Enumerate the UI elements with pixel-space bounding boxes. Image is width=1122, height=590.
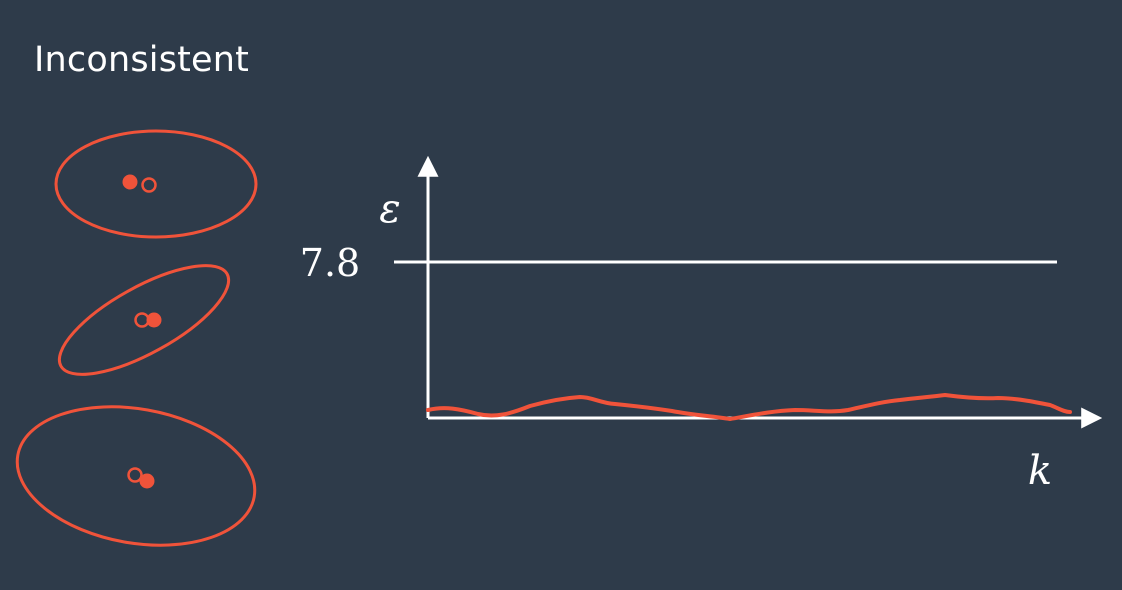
estimate-dot-filled-1 [122,174,138,190]
truth-dot-hollow-3 [127,467,143,483]
estimate-dot-filled-3 [139,473,155,489]
covariance-ellipse-3 [15,405,257,547]
slide-title: Inconsistent [34,40,250,80]
truth-dot-hollow-1 [141,177,157,193]
error-trace [426,393,1072,421]
y-axis-label: ε [379,186,400,232]
covariance-ellipse-2 [57,264,231,376]
estimate-dot-filled-2 [146,312,162,328]
covariance-ellipse-1 [54,129,258,239]
x-axis-label: k [1028,448,1052,494]
threshold-label: 7.8 [300,241,360,285]
graph-axes [417,155,1103,429]
